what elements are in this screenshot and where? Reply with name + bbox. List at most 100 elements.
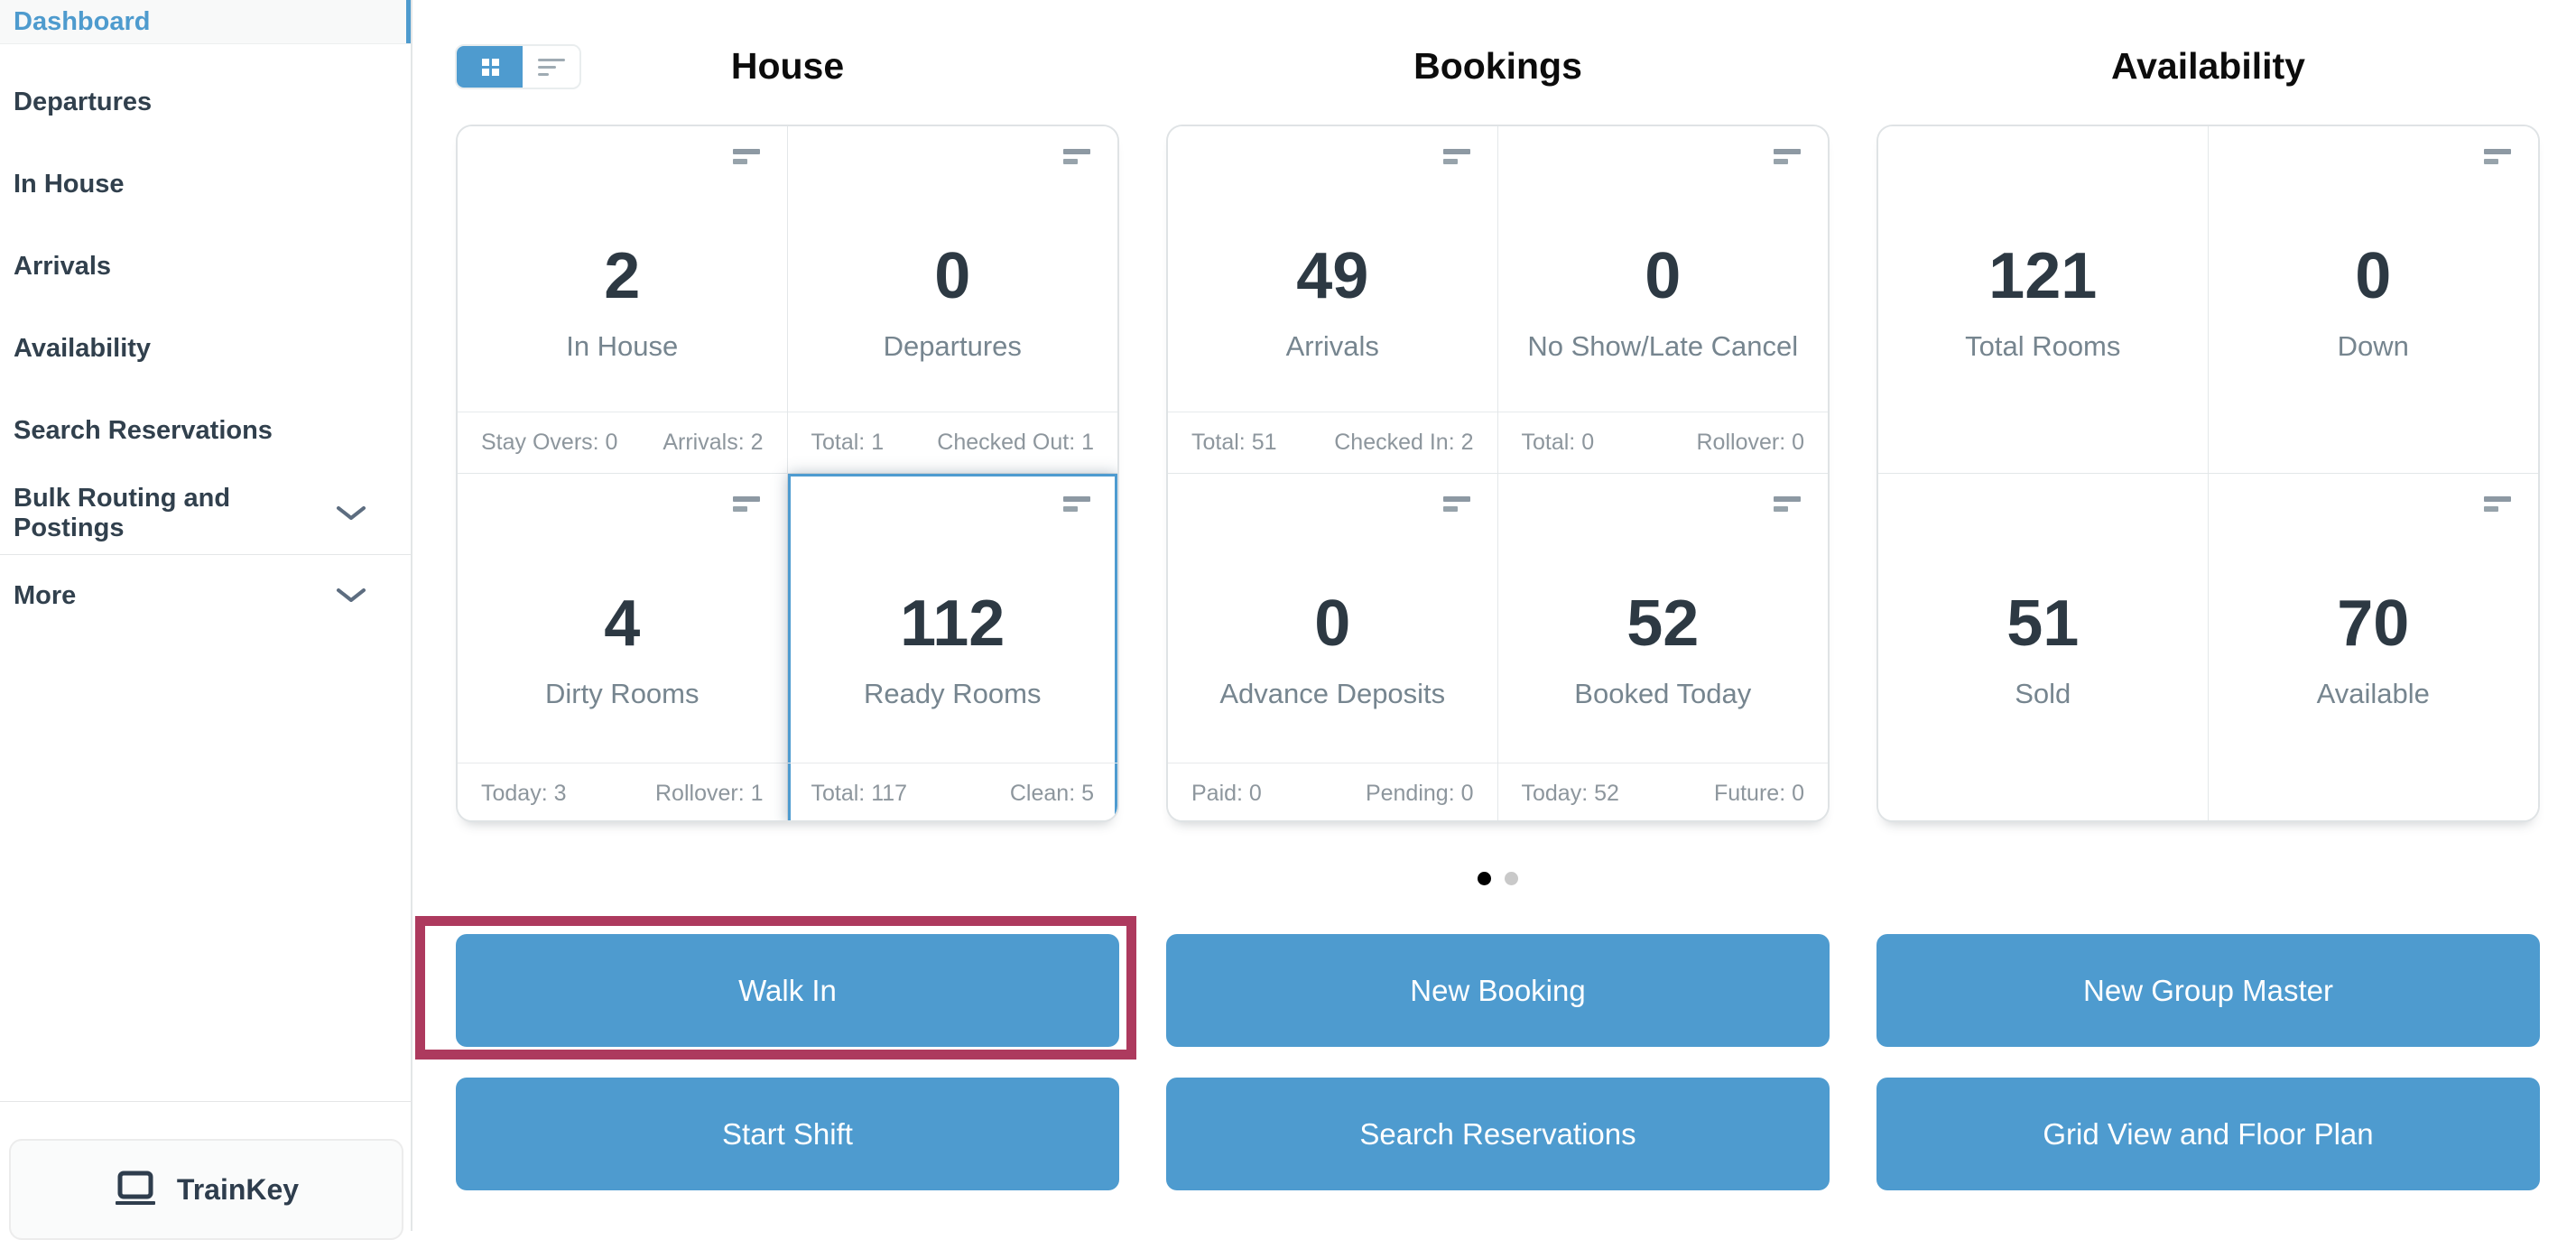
stat-footer-left: Stay Overs: 0 xyxy=(481,430,618,455)
action-button-wrap: Search Reservations xyxy=(1166,1078,1830,1190)
walk-in-button[interactable]: Walk In xyxy=(456,934,1119,1047)
stat-card-down[interactable]: 0 Down xyxy=(2208,126,2538,474)
laptop-icon xyxy=(114,1171,157,1208)
sidebar-item-label: Arrivals xyxy=(14,252,112,281)
card-menu-icon[interactable] xyxy=(1442,149,1470,164)
list-view-button[interactable] xyxy=(523,46,579,88)
sidebar-item-more[interactable]: More xyxy=(0,554,411,636)
trainkey-button[interactable]: TrainKey xyxy=(9,1139,403,1240)
card-menu-icon[interactable] xyxy=(1442,496,1470,512)
trainkey-label: TrainKey xyxy=(176,1172,300,1206)
stat-footer: Paid: 0 Pending: 0 xyxy=(1168,763,1497,820)
stat-value: 52 xyxy=(1626,588,1700,660)
stat-footer-right: Rollover: 1 xyxy=(655,781,764,806)
stat-card-advance-deposits[interactable]: 0 Advance Deposits Paid: 0 Pending: 0 xyxy=(1168,474,1498,820)
sidebar-item-in-house[interactable]: In House xyxy=(0,143,411,226)
stat-footer-right: Future: 0 xyxy=(1713,781,1804,806)
active-indicator-bar xyxy=(406,0,411,43)
stat-footer-left: Total: 0 xyxy=(1521,430,1595,455)
card-group-availability: 121 Total Rooms 0 Down 51 Sold 70 Availa… xyxy=(1876,125,2540,822)
stat-footer: Today: 52 Future: 0 xyxy=(1497,763,1828,820)
card-group-house: 2 In House Stay Overs: 0 Arrivals: 2 0 D… xyxy=(456,125,1119,822)
stat-label: Down xyxy=(2337,330,2409,362)
stat-footer: Stay Overs: 0 Arrivals: 2 xyxy=(458,412,787,473)
chevron-down-icon xyxy=(336,505,366,522)
sidebar-item-label: Bulk Routing and Postings xyxy=(14,483,231,542)
chevron-down-icon xyxy=(336,588,366,604)
stat-card-booked-today[interactable]: 52 Booked Today Today: 52 Future: 0 xyxy=(1497,474,1828,820)
sidebar-item-bulk-routing-and-postings[interactable]: Bulk Routing and Postings xyxy=(0,472,411,554)
stat-footer: Total: 0 Rollover: 0 xyxy=(1497,412,1828,473)
stat-label: Departures xyxy=(883,330,1022,362)
stat-footer-right: Checked In: 2 xyxy=(1334,430,1474,455)
stat-label: Ready Rooms xyxy=(864,678,1042,709)
action-button-wrap: Walk In xyxy=(415,916,1136,1060)
sidebar-item-arrivals[interactable]: Arrivals xyxy=(0,226,411,308)
stat-footer-left: Total: 117 xyxy=(811,781,908,806)
stat-label: No Show/Late Cancel xyxy=(1527,330,1799,362)
new-booking-button[interactable]: New Booking xyxy=(1166,934,1830,1047)
stat-footer-right: Clean: 5 xyxy=(1009,781,1094,806)
grid-icon xyxy=(479,56,501,78)
section-title-bookings: Bookings xyxy=(1413,45,1582,87)
stat-footer: Total: 1 Checked Out: 1 xyxy=(787,412,1117,473)
sidebar-item-label: More xyxy=(14,580,77,610)
stat-card-total-rooms[interactable]: 121 Total Rooms xyxy=(1878,126,2209,474)
list-icon xyxy=(537,54,565,80)
stat-label: In House xyxy=(566,330,679,362)
stat-value: 0 xyxy=(934,240,971,312)
grid-view-and-floor-plan-button[interactable]: Grid View and Floor Plan xyxy=(1876,1078,2540,1190)
stat-card-in-house[interactable]: 2 In House Stay Overs: 0 Arrivals: 2 xyxy=(458,126,788,474)
grid-view-button[interactable] xyxy=(457,46,523,88)
card-menu-icon[interactable] xyxy=(1063,496,1090,512)
sidebar-item-availability[interactable]: Availability xyxy=(0,308,411,390)
stat-footer-left: Total: 1 xyxy=(811,430,885,455)
stat-card-sold[interactable]: 51 Sold xyxy=(1878,474,2209,820)
card-menu-icon[interactable] xyxy=(2484,496,2511,512)
carousel-dot-1-active[interactable] xyxy=(1478,872,1491,885)
stat-footer-right: Pending: 0 xyxy=(1365,781,1474,806)
sidebar-item-search-reservations[interactable]: Search Reservations xyxy=(0,390,411,472)
stat-label: Total Rooms xyxy=(1965,330,2121,362)
carousel-dot-2[interactable] xyxy=(1505,872,1518,885)
stat-footer: Today: 3 Rollover: 1 xyxy=(458,763,787,820)
stat-label: Advance Deposits xyxy=(1219,678,1446,709)
stat-card-no-show-late-cancel[interactable]: 0 No Show/Late Cancel Total: 0 Rollover:… xyxy=(1497,126,1828,474)
card-menu-icon[interactable] xyxy=(732,496,760,512)
sidebar-item-label: Availability xyxy=(14,334,152,363)
stat-value: 70 xyxy=(2337,588,2410,660)
stat-footer-right: Rollover: 0 xyxy=(1696,430,1805,455)
card-group-bookings: 49 Arrivals Total: 51 Checked In: 2 0 No… xyxy=(1166,125,1830,822)
stat-footer-right: Checked Out: 1 xyxy=(937,430,1094,455)
stat-label: Arrivals xyxy=(1285,330,1379,362)
stat-value: 51 xyxy=(2006,588,2080,660)
card-menu-icon[interactable] xyxy=(1774,149,1801,164)
card-menu-icon[interactable] xyxy=(1063,149,1090,164)
start-shift-button[interactable]: Start Shift xyxy=(456,1078,1119,1190)
stat-value: 0 xyxy=(2355,240,2392,312)
stat-card-ready-rooms[interactable]: 112 Ready Rooms Total: 117 Clean: 5 xyxy=(787,474,1117,820)
card-menu-icon[interactable] xyxy=(2484,149,2511,164)
view-toggle xyxy=(455,44,581,89)
section-title-availability: Availability xyxy=(2111,45,2305,87)
stat-card-departures[interactable]: 0 Departures Total: 1 Checked Out: 1 xyxy=(787,126,1117,474)
main-content: House Bookings Availability 2 In House Sta… xyxy=(414,0,2576,1231)
stat-card-arrivals[interactable]: 49 Arrivals Total: 51 Checked In: 2 xyxy=(1168,126,1498,474)
sidebar-item-label: In House xyxy=(14,170,125,199)
search-reservations-button[interactable]: Search Reservations xyxy=(1166,1078,1830,1190)
card-menu-icon[interactable] xyxy=(1774,496,1801,512)
stat-label: Available xyxy=(2316,678,2430,709)
sidebar: Dashboard Departures In House Arrivals A… xyxy=(0,0,412,1240)
card-menu-icon[interactable] xyxy=(732,149,760,164)
stat-value: 2 xyxy=(604,240,641,312)
stat-footer: Total: 117 Clean: 5 xyxy=(787,763,1117,820)
new-group-master-button[interactable]: New Group Master xyxy=(1876,934,2540,1047)
sidebar-item-departures[interactable]: Departures xyxy=(0,61,411,143)
stat-value: 0 xyxy=(1314,588,1351,660)
stat-card-dirty-rooms[interactable]: 4 Dirty Rooms Today: 3 Rollover: 1 xyxy=(458,474,788,820)
stat-card-available[interactable]: 70 Available xyxy=(2208,474,2538,820)
stat-value: 49 xyxy=(1296,240,1369,312)
sidebar-item-label: Departures xyxy=(14,88,153,116)
stat-footer-left: Total: 51 xyxy=(1191,430,1277,455)
sidebar-item-dashboard[interactable]: Dashboard xyxy=(0,0,411,44)
